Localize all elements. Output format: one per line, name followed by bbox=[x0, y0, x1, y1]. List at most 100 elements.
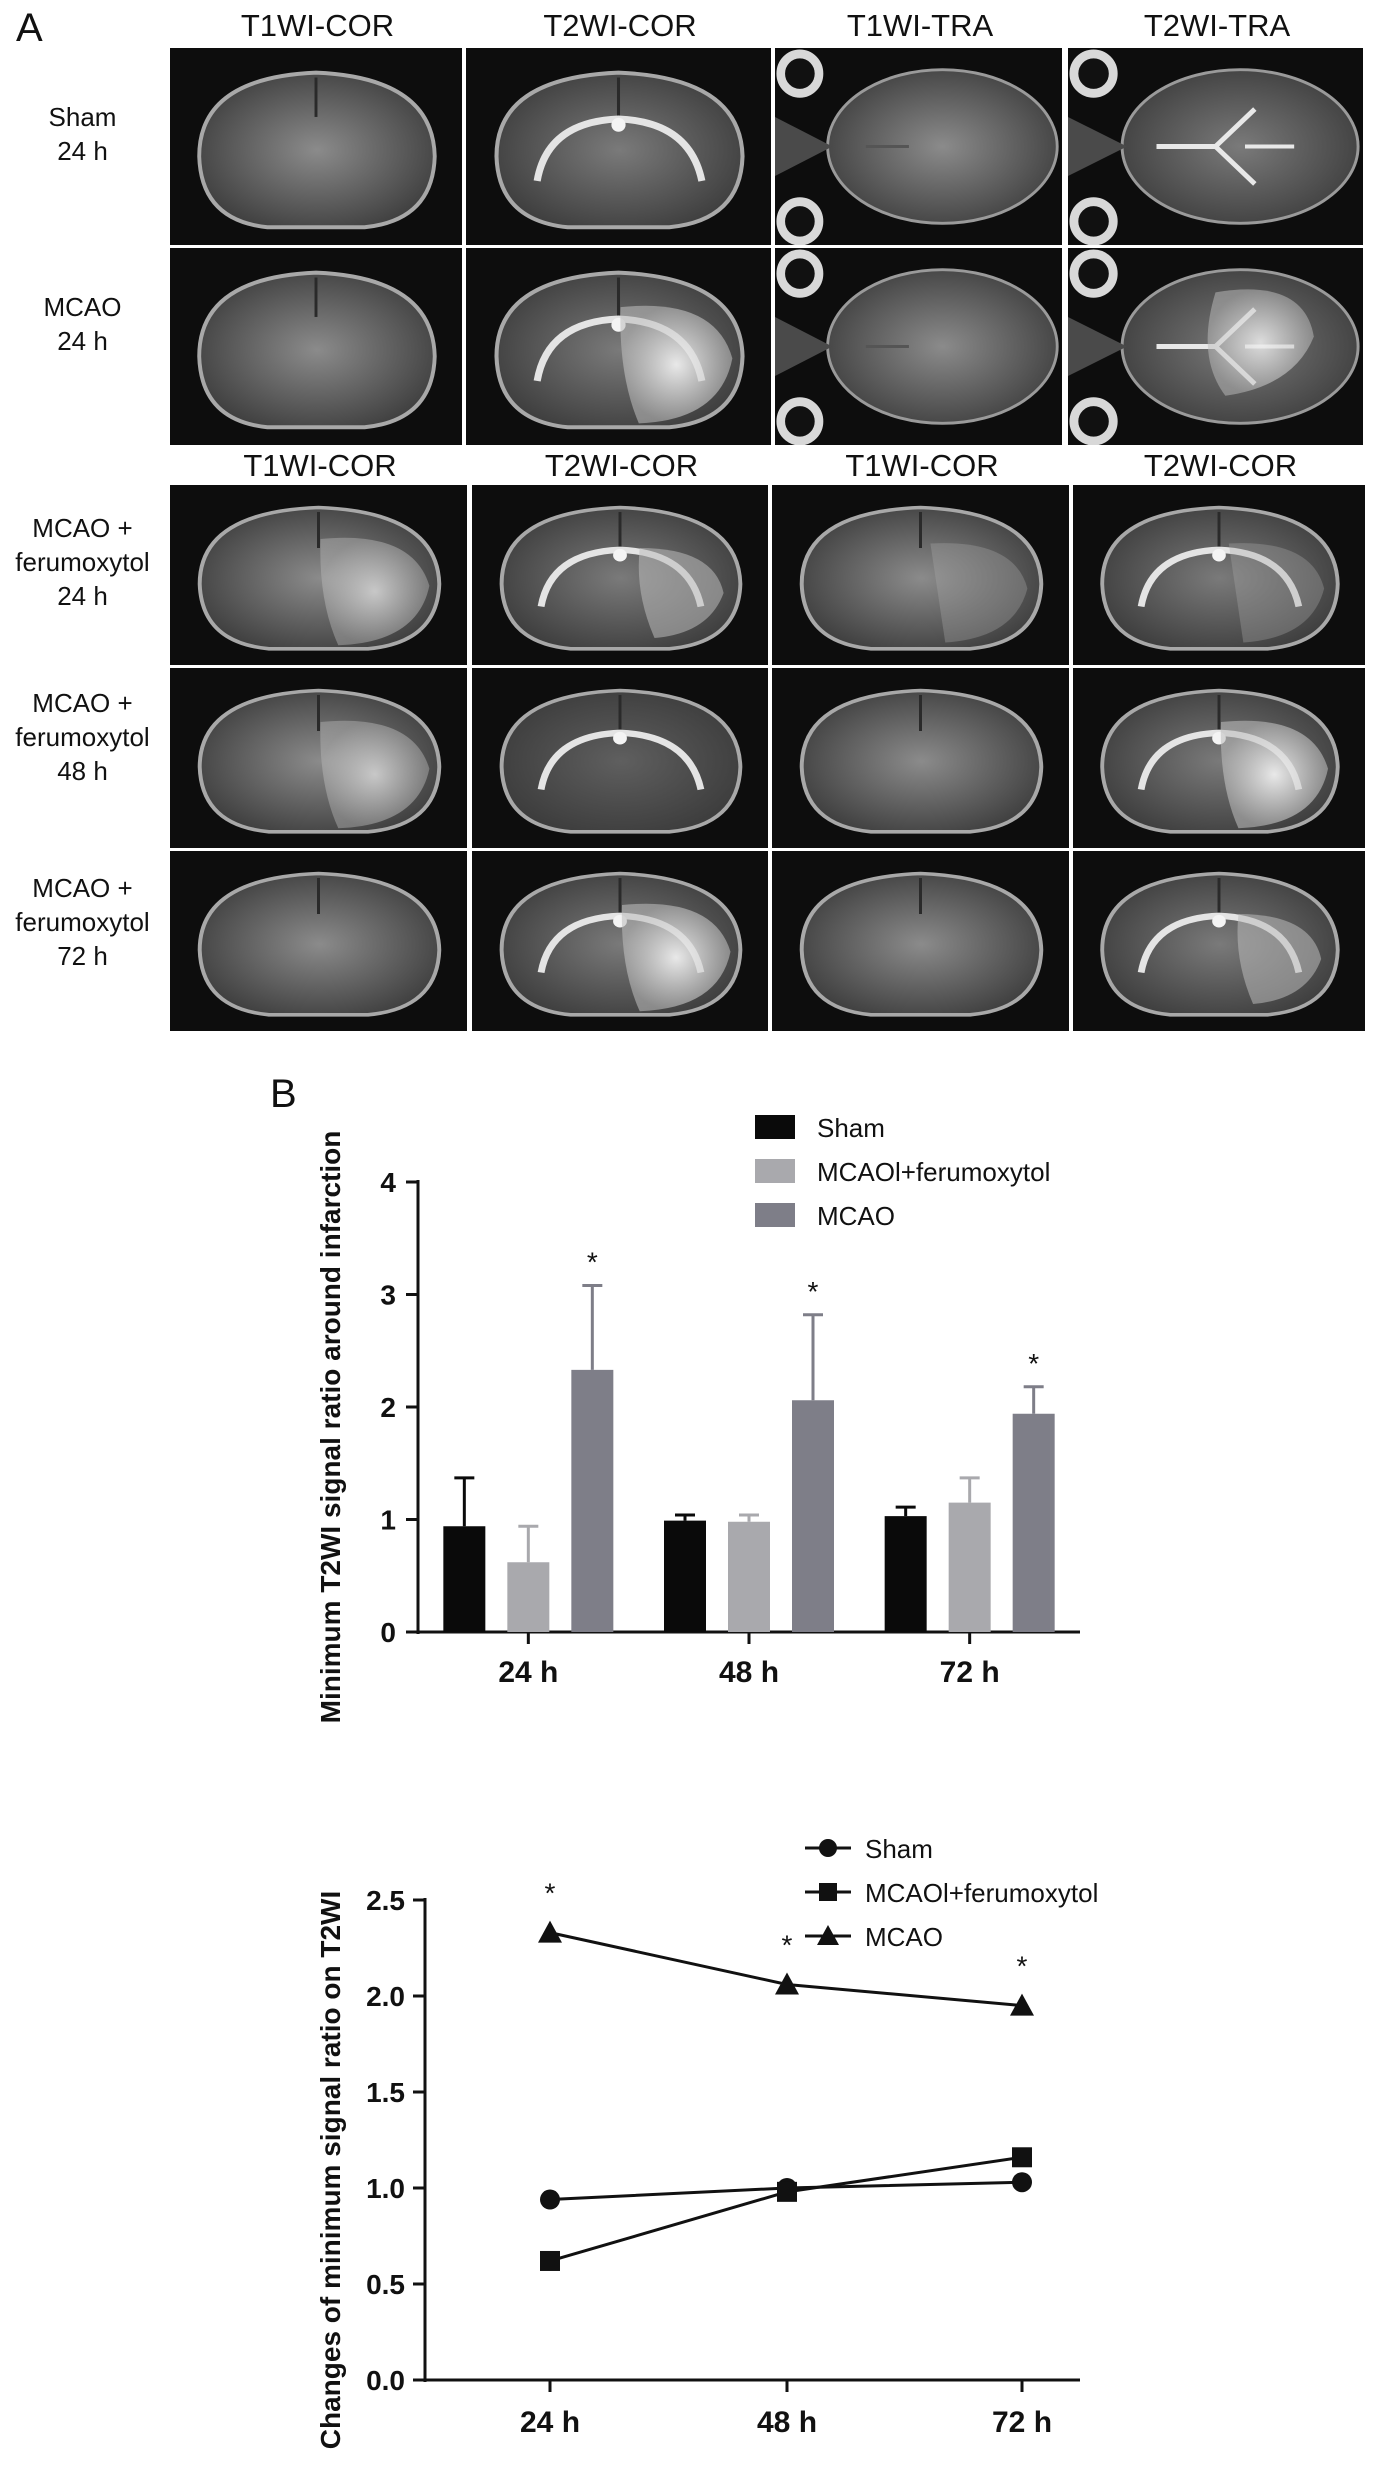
mri-scan-r2-c2 bbox=[466, 248, 771, 445]
mri-scan-r4-c4 bbox=[1073, 668, 1365, 848]
legend-label-3: MCAO bbox=[817, 1201, 895, 1231]
row-label-line: MCAO bbox=[43, 292, 122, 322]
point-MCAO-72 h bbox=[1010, 1993, 1034, 2016]
significance-asterisk: * bbox=[1028, 1348, 1039, 1379]
row-label-2: MCAO 24 h bbox=[0, 290, 165, 358]
point-MCAOl+ferumoxytol-24 h bbox=[540, 2250, 560, 2271]
significance-asterisk: * bbox=[1017, 1951, 1028, 1982]
y-tick-label: 4 bbox=[380, 1167, 396, 1198]
mri-scan-r5-c3 bbox=[772, 851, 1069, 1031]
bottom-header-3: T1WI-COR bbox=[845, 448, 999, 483]
significance-asterisk: * bbox=[587, 1247, 598, 1278]
top-header-3: T1WI-TRA bbox=[846, 8, 994, 43]
row-label-line: ferumoxytol bbox=[15, 722, 150, 752]
bar-MCAOl+ferumoxytol-48 h bbox=[728, 1521, 770, 1632]
y-tick-label: 1.5 bbox=[366, 2077, 405, 2108]
mri-scan-r5-c1 bbox=[170, 851, 467, 1031]
row-label-line: MCAO + bbox=[32, 513, 133, 543]
row-label-line: MCAO + bbox=[32, 873, 133, 903]
row-label-line: 24 h bbox=[57, 581, 108, 611]
legend-label-2: MCAOl+ferumoxytol bbox=[817, 1157, 1050, 1187]
row-label-line: Sham bbox=[48, 102, 117, 132]
row-label-3: MCAO + ferumoxytol 24 h bbox=[0, 511, 165, 613]
legend-swatch-1 bbox=[755, 1115, 795, 1139]
y-tick-label: 0 bbox=[380, 1617, 396, 1648]
mri-scan-r4-c2 bbox=[472, 668, 768, 848]
y-tick-label: 2 bbox=[380, 1392, 396, 1423]
bar-MCAO-24 h bbox=[571, 1369, 614, 1632]
x-tick-label: 48 h bbox=[719, 1656, 779, 1689]
bar-Sham-24 h bbox=[443, 1526, 486, 1632]
mri-scan-r4-c1 bbox=[170, 668, 467, 848]
bar-chart: 0 1 2 3 4 * 24 h * 48 h * 72 h Minimum T2WI signal … bbox=[315, 1113, 1080, 1724]
y-tick-label: 1.0 bbox=[366, 2173, 405, 2204]
top-header-2: T2WI-COR bbox=[543, 8, 697, 43]
legend-swatch-2 bbox=[755, 1159, 795, 1183]
mri-scan-r3-c1 bbox=[170, 485, 467, 665]
mri-scan-r1-c3 bbox=[775, 48, 1062, 245]
row-label-1: Sham 24 h bbox=[0, 100, 165, 168]
x-tick-label: 48 h bbox=[757, 2406, 817, 2439]
bar-Sham-48 h bbox=[664, 1520, 706, 1632]
y-tick-label: 2.0 bbox=[366, 1981, 405, 2012]
legend-label-3: MCAO bbox=[865, 1922, 943, 1952]
bottom-header-2: T2WI-COR bbox=[544, 448, 699, 483]
point-MCAO-24 h bbox=[538, 1920, 562, 1943]
legend-marker-2 bbox=[819, 1883, 837, 1901]
x-tick-label: 72 h bbox=[992, 2406, 1052, 2439]
line-chart: 0.0 0.5 1.0 1.5 2.0 2.5 24 h 48 h 72 h * * * Changes… bbox=[315, 1834, 1098, 2449]
row-label-line: 72 h bbox=[57, 941, 108, 971]
legend-swatch-3 bbox=[755, 1203, 795, 1227]
mri-scan-r3-c4 bbox=[1073, 485, 1365, 665]
x-tick-label: 24 h bbox=[520, 2406, 580, 2439]
row-label-4: MCAO + ferumoxytol 48 h bbox=[0, 686, 165, 788]
mri-scan-r1-c1 bbox=[170, 48, 462, 245]
legend-label-1: Sham bbox=[817, 1113, 885, 1143]
row-label-line: ferumoxytol bbox=[15, 907, 150, 937]
line-MCAOl+ferumoxytol bbox=[549, 2155, 1023, 2263]
legend-marker-1 bbox=[819, 1839, 837, 1857]
mri-scan-r3-c3 bbox=[772, 485, 1069, 665]
mri-scan-r5-c2 bbox=[472, 851, 768, 1031]
bar-Sham-72 h bbox=[884, 1516, 927, 1632]
mri-scan-r2-c4 bbox=[1068, 248, 1363, 445]
point-Sham-24 h bbox=[540, 2189, 560, 2210]
point-Sham-72 h bbox=[1012, 2172, 1032, 2193]
legend-label-2: MCAOl+ferumoxytol bbox=[865, 1878, 1098, 1908]
y-tick-label: 0.0 bbox=[366, 2365, 405, 2396]
row-label-line: MCAO + bbox=[32, 688, 133, 718]
row-label-line: 24 h bbox=[57, 326, 108, 356]
top-header-4: T2WI-TRA bbox=[1143, 8, 1291, 43]
mri-scan-r2-c1 bbox=[170, 248, 462, 445]
bar-MCAOl+ferumoxytol-24 h bbox=[507, 1562, 550, 1632]
row-label-line: ferumoxytol bbox=[15, 547, 150, 577]
y-axis-label: Minimum T2WI signal ratio around infarct… bbox=[315, 1131, 346, 1724]
mri-scan-r2-c3 bbox=[775, 248, 1062, 445]
panel-b-letter: B bbox=[270, 1072, 297, 1116]
bottom-header-4: T2WI-COR bbox=[1143, 448, 1298, 483]
mri-scan-r5-c4 bbox=[1073, 851, 1365, 1031]
y-tick-label: 0.5 bbox=[366, 2269, 405, 2300]
legend-marker-3 bbox=[817, 1925, 839, 1945]
significance-asterisk: * bbox=[545, 1878, 556, 1909]
row-label-line: 48 h bbox=[57, 756, 108, 786]
point-MCAOl+ferumoxytol-48 h bbox=[777, 2181, 797, 2202]
y-tick-label: 1 bbox=[380, 1505, 396, 1536]
legend-label-1: Sham bbox=[865, 1834, 933, 1864]
row-label-5: MCAO + ferumoxytol 72 h bbox=[0, 871, 165, 973]
row-label-line: 24 h bbox=[57, 136, 108, 166]
panel-a-letter: A bbox=[16, 6, 43, 50]
bar-MCAO-48 h bbox=[792, 1400, 834, 1632]
mri-scan-r1-c4 bbox=[1068, 48, 1363, 245]
point-MCAO-48 h bbox=[775, 1972, 799, 1995]
x-tick-label: 72 h bbox=[940, 1656, 1000, 1689]
x-tick-label: 24 h bbox=[498, 1656, 558, 1689]
bottom-header-1: T1WI-COR bbox=[243, 448, 397, 483]
bar-MCAOl+ferumoxytol-72 h bbox=[948, 1502, 991, 1632]
y-tick-label: 2.5 bbox=[366, 1885, 405, 1916]
top-header-1: T1WI-COR bbox=[240, 8, 395, 43]
mri-scan-r4-c3 bbox=[772, 668, 1069, 848]
point-MCAOl+ferumoxytol-72 h bbox=[1012, 2147, 1032, 2168]
y-tick-label: 3 bbox=[380, 1280, 396, 1311]
mri-scan-r1-c2 bbox=[466, 48, 771, 245]
